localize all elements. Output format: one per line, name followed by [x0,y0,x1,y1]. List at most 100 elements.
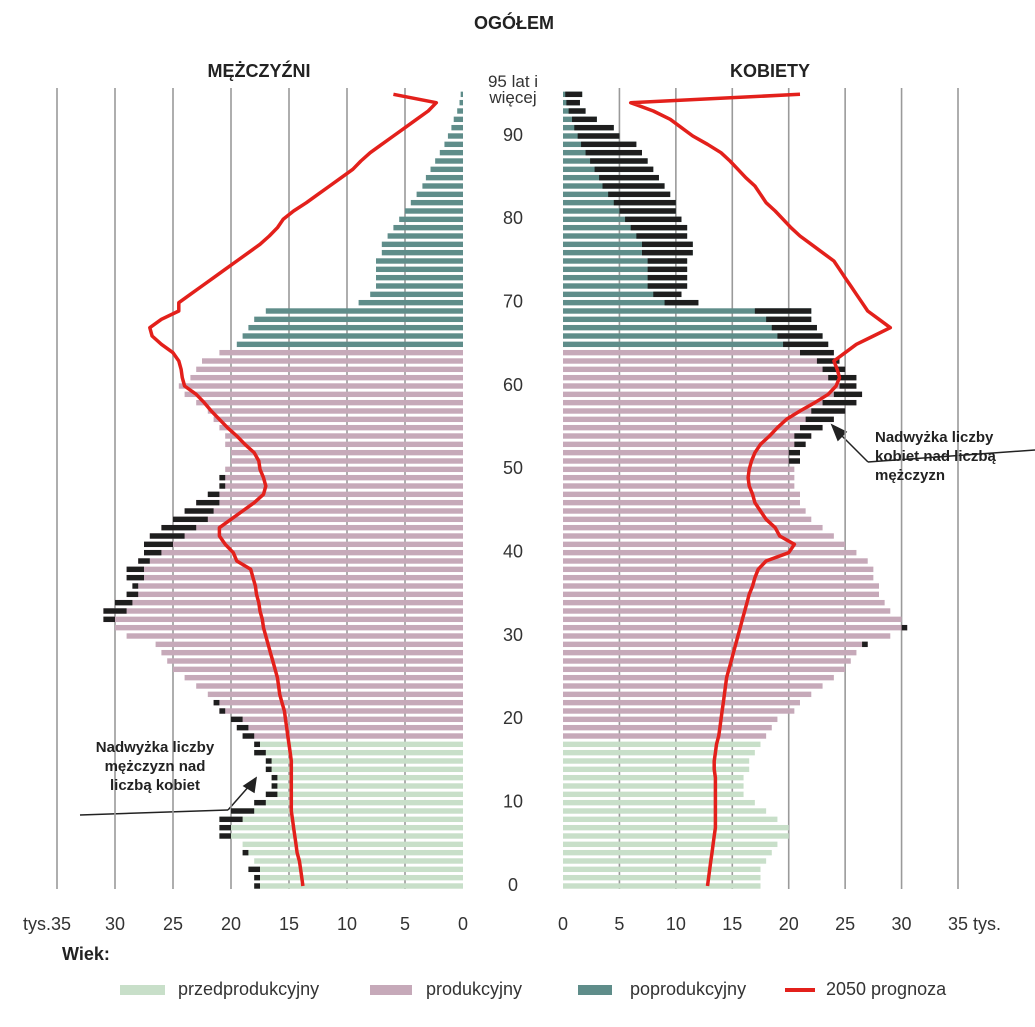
legend-label: produkcyjny [426,979,522,999]
bar [563,491,800,498]
bar [563,358,840,364]
bar [563,616,902,623]
bar [410,199,463,206]
bar [190,374,463,381]
legend-title: Wiek: [62,944,110,964]
arrow-line [837,431,869,463]
excess-bar [254,741,260,748]
bar [196,499,463,506]
excess-bar [231,716,243,723]
excess-bar [566,99,580,106]
bar [254,883,463,889]
excess-bar [196,499,220,506]
bar [563,374,857,381]
excess-bar [254,799,266,806]
excess-bar [642,241,693,248]
excess-bar [777,333,823,339]
excess-bar [664,299,699,306]
bar [219,708,463,714]
bar [563,599,885,606]
annotation-line: Nadwyżka liczby [875,429,994,446]
bar [563,633,891,639]
bar [563,533,834,539]
excess-bar [613,199,676,206]
bar [219,349,463,356]
bar [254,749,463,756]
bar [563,874,761,881]
bar [563,666,846,673]
bar [271,783,463,789]
excess-bar [572,116,597,123]
bar [219,483,463,489]
x-tick-label: 15 [279,914,299,934]
excess-bar [647,283,688,289]
excess-bar [248,866,260,873]
bar [563,424,823,431]
x-tick-label: 0 [558,914,568,934]
excess-bar [602,183,665,189]
excess-bar [788,458,800,464]
bar [213,699,463,706]
bar [376,274,463,281]
bar [219,816,463,823]
bar [231,808,463,814]
bar [563,449,800,456]
bar [563,266,688,273]
excess-bar [608,191,671,198]
bar [563,699,800,706]
bar [563,524,823,531]
excess-bar [219,708,226,714]
bar [219,474,463,481]
bar [254,799,463,806]
bar [563,249,693,256]
bar [563,741,761,748]
annotation-arrows [79,423,1035,816]
x-tick-label: 15 [722,914,742,934]
bar [126,633,463,639]
excess-bar [862,641,868,648]
excess-bar [149,533,185,539]
right-title: KOBIETY [730,61,810,81]
bar [563,566,874,573]
excess-bar [173,516,208,523]
y-tick-label: 10 [503,791,523,811]
excess-bar [901,624,908,631]
excess-bar [103,616,115,623]
bar [381,241,463,248]
excess-bar [265,766,272,773]
x-tick-label: tys.35 [23,914,71,934]
bar [563,833,789,839]
excess-bar [219,833,231,839]
excess-bar [568,108,586,114]
bar [563,333,823,339]
bar [563,808,767,814]
bar [563,749,755,756]
legend-swatch [120,985,165,995]
excess-bar [219,824,231,831]
bar [563,591,879,598]
bar [370,291,463,298]
bar [207,491,463,498]
y-tick-label: 50 [503,458,523,478]
bar [242,333,463,339]
bar [416,191,463,198]
bar [563,858,767,864]
excess-bar [805,416,834,423]
bar [103,608,464,614]
bar [563,708,795,714]
x-tick-label: 20 [779,914,799,934]
x-tick-label: 5 [400,914,410,934]
excess-bar [115,599,133,606]
bar [563,683,823,689]
arrow-head [242,776,257,794]
excess-bar [771,324,817,331]
excess-bar [590,158,648,164]
bar [213,416,463,423]
bar [425,174,463,181]
excess-bar [254,874,260,881]
bar [563,758,750,764]
bar [196,399,463,406]
x-tick-label: 25 [163,914,183,934]
bar [254,858,463,864]
bar [248,866,463,873]
